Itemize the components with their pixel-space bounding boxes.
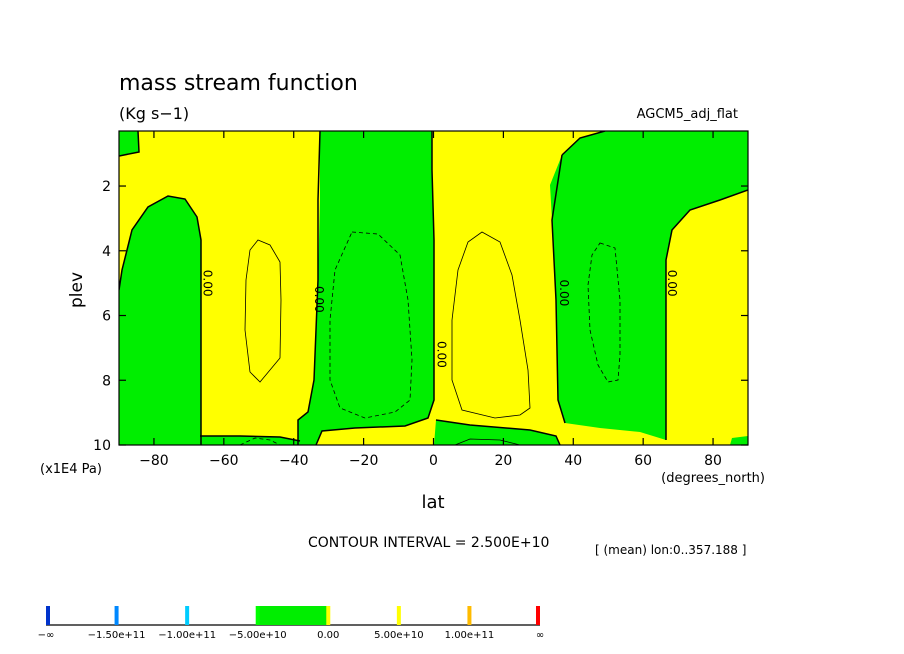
- northern-mid-cell: [550, 131, 748, 440]
- plot-area: 0.00 0.00 0.00 0.00 0.00: [119, 131, 748, 445]
- interior-contours: [239, 231, 621, 445]
- colorbar-mark: [396, 606, 401, 625]
- zero-labels: 0.00 0.00 0.00 0.00 0.00: [200, 270, 679, 368]
- colorbar-label: 0.00: [317, 630, 339, 641]
- colorbar-mark: [255, 606, 260, 625]
- colorbar-fill-negative: [257, 606, 329, 625]
- equatorial-strip: [434, 420, 560, 445]
- colorbar-label: −∞: [38, 630, 55, 641]
- contour-interval-text: CONTOUR INTERVAL = 2.500E+10: [308, 535, 549, 551]
- y-tick-label: 2: [102, 179, 111, 195]
- southern-mid-cell-contour: [244, 239, 282, 383]
- zero-contour-label: 0.00: [312, 286, 326, 313]
- chart-subtitle: (Kg s−1): [119, 104, 189, 123]
- colorbar-mark: [114, 606, 119, 625]
- zero-contour-label: 0.00: [435, 341, 449, 368]
- x-tick-label: −20: [349, 453, 379, 469]
- x-tick-label: 60: [634, 453, 652, 469]
- colorbar-mark: [536, 606, 540, 625]
- colorbar-label: 1.00e+11: [445, 630, 495, 641]
- x-tick-label: 40: [564, 453, 582, 469]
- colorbar-label: 5.00e+10: [374, 630, 424, 641]
- x-tick-label: −60: [209, 453, 239, 469]
- northern-tropical-contour: [451, 231, 531, 419]
- x-tick-label: −40: [279, 453, 309, 469]
- zero-contours: [119, 131, 748, 445]
- x-axis-label: lat: [421, 492, 444, 513]
- southern-tropical-dashed-contour: [329, 231, 413, 419]
- southern-tropical-cell: [298, 131, 434, 445]
- x-tick-label: 0: [429, 453, 438, 469]
- colorbar-label: −1.00e+11: [158, 630, 216, 641]
- northern-mid-dashed-contour: [587, 242, 621, 383]
- x-tick-label: −80: [139, 453, 169, 469]
- colorbar: −∞ −1.50e+11 −1.00e+11 −5.00e+10 0.00 5.00e+1…: [38, 606, 544, 641]
- run-label: AGCM5_adj_flat: [637, 107, 738, 122]
- colorbar-mark: [185, 606, 190, 625]
- colorbar-label: −1.50e+11: [88, 630, 146, 641]
- colorbar-label: −5.00e+10: [229, 630, 287, 641]
- y-units-label: (x1E4 Pa): [40, 462, 102, 477]
- y-tick-label: 10: [93, 438, 111, 454]
- bottom-right-strip: [730, 436, 748, 445]
- y-tick-label: 4: [102, 244, 111, 260]
- y-tick-label: 8: [102, 373, 111, 389]
- y-tick-label: 6: [102, 309, 111, 325]
- mean-text: [ (mean) lon:0..357.188 ]: [595, 543, 746, 557]
- x-axis: −80 −60 −40 −20 0 20 40 60 80: [139, 131, 722, 469]
- zero-contour-label: 0.00: [200, 270, 214, 297]
- y-axis-label: plev: [67, 272, 87, 308]
- colorbar-mark: [467, 606, 472, 625]
- colorbar-mark: [46, 606, 50, 625]
- colorbar-label: ∞: [536, 630, 544, 641]
- southern-polar-cell: [119, 196, 201, 445]
- zero-contour-label: 0.00: [557, 279, 571, 306]
- x-tick-label: 20: [494, 453, 512, 469]
- chart-title: mass stream function: [119, 71, 358, 96]
- x-tick-label: 80: [704, 453, 722, 469]
- x-units-label: (degrees_north): [661, 471, 765, 486]
- zero-contour-label: 0.00: [665, 270, 679, 297]
- equatorial-bottom-contour: [454, 438, 521, 445]
- bottom-dashed-contour: [239, 437, 281, 445]
- colorbar-mark: [326, 606, 331, 625]
- y-axis: 2 4 6 8 10: [93, 179, 748, 454]
- top-left-strip: [119, 131, 139, 156]
